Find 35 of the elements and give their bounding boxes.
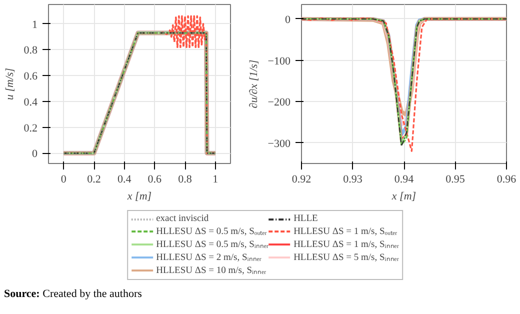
source-note: Source: Created by the authors [4,287,142,302]
x-axis-title: x [m] [390,190,416,202]
y-tick-label: 0 [285,14,291,26]
legend-label: HLLESU ΔS = 10 m/s, Sᵢₙₙₑᵣ [156,265,266,276]
legend-label: HLLESU ΔS = 5 m/s, Sᵢₙₙₑᵣ [294,252,399,263]
y-tick-label: −200 [268,96,291,109]
legend-label: exact inviscid [156,214,209,224]
y-tick-label: −100 [268,55,291,68]
y-tick-label: 0.4 [24,96,38,108]
x-tick-label: 0.96 [496,174,517,186]
legend-label: HLLESU ΔS = 1 m/s, Sₒᵤₜₑᵣ [294,226,398,237]
legend-label: HLLESU ΔS = 1 m/s, Sᵢₙₙₑᵣ [294,239,399,250]
x-tick-label: 0.94 [394,174,414,186]
legend-label: HLLE [294,214,318,224]
x-tick-label: 0.92 [292,174,312,186]
y-tick-label: −300 [268,138,291,150]
x-tick-label: 0.4 [117,174,132,186]
x-tick-label: 0.93 [343,174,363,186]
x-tick-label: 0.6 [148,174,162,186]
x-tick-label: 0.95 [446,174,466,186]
x-axis-title: x [m] [126,190,152,202]
x-tick-label: 1 [212,174,218,186]
x-tick-label: 0.2 [87,174,101,186]
legend-label: HLLESU ΔS = 2 m/s, Sᵢₙₙₑᵣ [156,252,262,263]
y-tick-label: 0 [32,148,38,160]
y-tick-label: 0.6 [24,70,38,83]
legend-label: HLLESU ΔS = 0.5 m/s, Sₒᵤₜₑᵣ [156,226,267,237]
y-axis-title: u [m/s] [4,68,16,100]
x-tick-label: 0 [60,174,67,186]
y-tick-label: 0.2 [24,122,38,134]
y-axis-title: ∂u/∂x [1/s] [248,60,260,108]
legend-label: HLLESU ΔS = 0.5 m/s, Sᵢₙₙₑᵣ [156,239,269,250]
y-tick-label: 1 [32,18,38,31]
x-tick-label: 0.8 [178,174,192,186]
y-tick-label: 0.8 [24,44,38,57]
